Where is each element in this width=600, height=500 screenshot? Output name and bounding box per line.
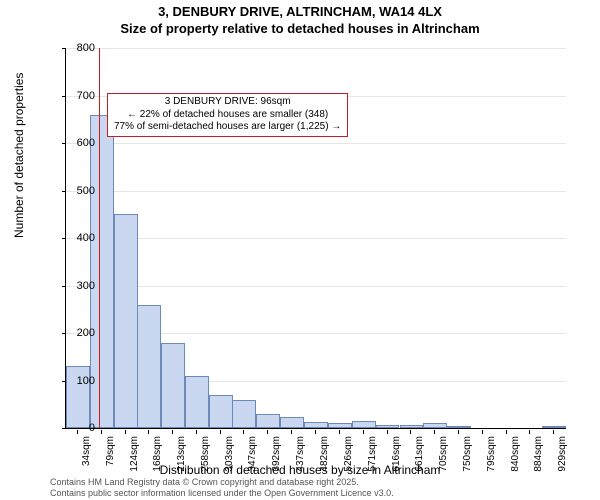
histogram-bar: [376, 425, 400, 428]
gridline: [66, 191, 566, 192]
x-tickmark: [196, 430, 197, 434]
y-tick-label: 500: [55, 185, 95, 197]
footer-attribution: Contains HM Land Registry data © Crown c…: [50, 477, 394, 499]
y-tick-label: 800: [55, 42, 95, 54]
y-tick-label: 100: [55, 375, 95, 387]
y-tick-label: 700: [55, 90, 95, 102]
plot-area: 3 DENBURY DRIVE: 96sqm← 22% of detached …: [65, 48, 566, 429]
x-tickmark: [220, 430, 221, 434]
histogram-bar: [328, 423, 352, 428]
x-tickmark: [243, 430, 244, 434]
y-axis-label: Number of detached properties: [12, 73, 26, 238]
x-tickmark: [101, 430, 102, 434]
property-marker-line: [99, 48, 100, 428]
histogram-bar: [256, 414, 280, 428]
gridline: [66, 48, 566, 49]
histogram-bar: [400, 425, 424, 428]
x-tickmark: [172, 430, 173, 434]
gridline: [66, 143, 566, 144]
x-tickmark: [410, 430, 411, 434]
x-tickmark: [387, 430, 388, 434]
y-tick-label: 300: [55, 280, 95, 292]
histogram-bar: [161, 343, 185, 429]
x-tickmark: [529, 430, 530, 434]
y-tick-label: 200: [55, 327, 95, 339]
histogram-bar: [542, 426, 566, 428]
histogram-bar: [423, 423, 447, 428]
x-tickmark: [315, 430, 316, 434]
x-tickmark: [339, 430, 340, 434]
x-tickmark: [267, 430, 268, 434]
annotation-line: ← 22% of detached houses are smaller (34…: [114, 109, 341, 122]
x-tickmark: [506, 430, 507, 434]
histogram-bar: [114, 214, 138, 428]
annotation-line: 77% of semi-detached houses are larger (…: [114, 121, 341, 134]
histogram-bar: [185, 376, 209, 428]
footer-line-1: Contains HM Land Registry data © Crown c…: [50, 477, 394, 488]
histogram-bar: [137, 305, 161, 429]
x-tickmark: [458, 430, 459, 434]
footer-line-2: Contains public sector information licen…: [50, 488, 394, 499]
x-tickmark: [363, 430, 364, 434]
x-tickmark: [482, 430, 483, 434]
histogram-bar: [447, 426, 471, 428]
gridline: [66, 238, 566, 239]
x-axis-label: Distribution of detached houses by size …: [0, 463, 600, 477]
annotation-line: 3 DENBURY DRIVE: 96sqm: [114, 96, 341, 109]
y-tick-label: 0: [55, 422, 95, 434]
chart-title: 3, DENBURY DRIVE, ALTRINCHAM, WA14 4LX: [0, 0, 600, 21]
x-tickmark: [434, 430, 435, 434]
x-tickmark: [553, 430, 554, 434]
chart-area: 3 DENBURY DRIVE: 96sqm← 22% of detached …: [65, 48, 565, 428]
x-tickmark: [291, 430, 292, 434]
chart-subtitle: Size of property relative to detached ho…: [0, 21, 600, 38]
y-tick-label: 600: [55, 137, 95, 149]
y-tick-label: 400: [55, 232, 95, 244]
histogram-bar: [232, 400, 256, 429]
histogram-bar: [209, 395, 233, 428]
histogram-bar: [304, 422, 328, 428]
histogram-bar: [280, 417, 304, 428]
annotation-box: 3 DENBURY DRIVE: 96sqm← 22% of detached …: [107, 93, 348, 137]
histogram-bar: [352, 421, 376, 428]
x-tickmark: [148, 430, 149, 434]
gridline: [66, 286, 566, 287]
x-tickmark: [125, 430, 126, 434]
